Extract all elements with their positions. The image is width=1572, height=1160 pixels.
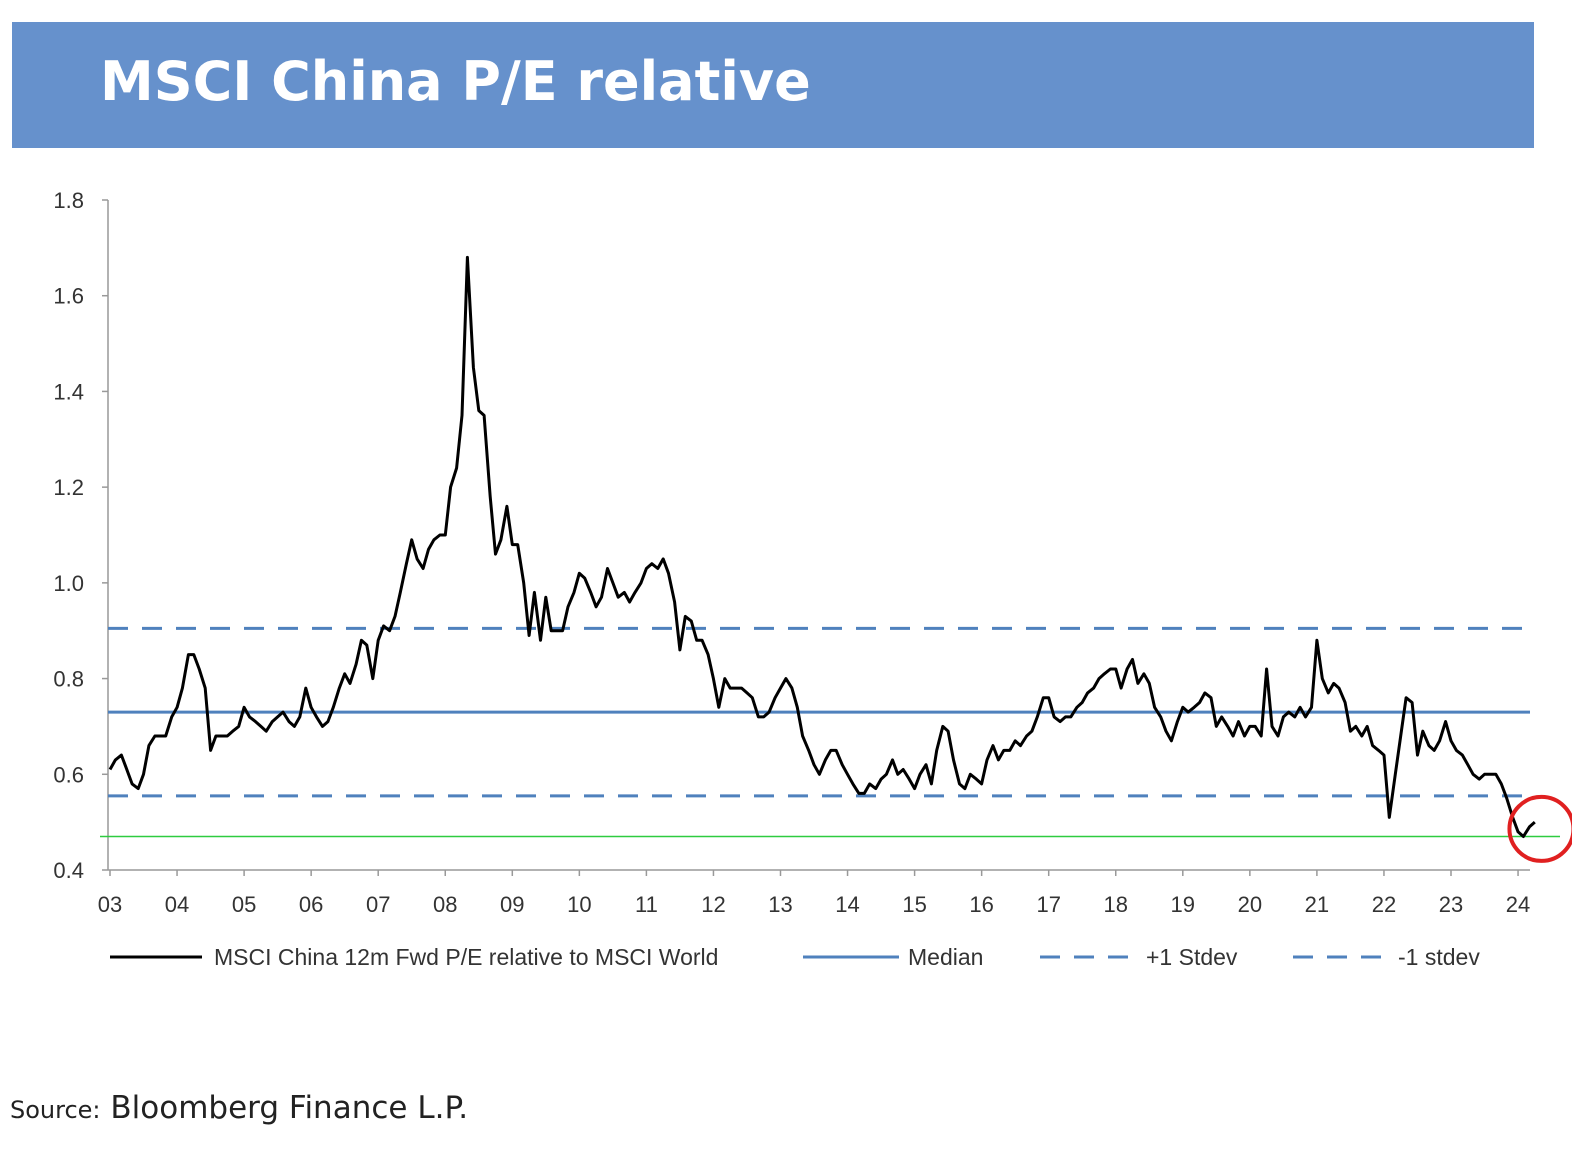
y-tick-label: 1.2 <box>53 475 84 500</box>
x-tick-label: 09 <box>500 892 524 917</box>
x-tick-label: 04 <box>165 892 189 917</box>
y-tick-label: 1.8 <box>53 188 84 213</box>
chart-title: MSCI China P/E relative <box>100 50 811 113</box>
x-tick-label: 12 <box>701 892 725 917</box>
x-tick-label: 18 <box>1104 892 1128 917</box>
x-tick-label: 10 <box>567 892 591 917</box>
pe-relative-line <box>108 255 1536 838</box>
source-text: Bloomberg Finance L.P. <box>110 1090 469 1126</box>
x-tick-label: 14 <box>835 892 859 917</box>
chart-legend: MSCI China 12m Fwd P/E relative to MSCI … <box>110 944 1480 970</box>
y-tick-label: 1.4 <box>53 379 84 404</box>
x-tick-label: 23 <box>1439 892 1463 917</box>
series-layer <box>108 255 1536 838</box>
y-tick-label: 0.6 <box>53 762 84 787</box>
y-tick-label: 0.8 <box>53 667 84 692</box>
x-tick-label: 11 <box>635 892 658 917</box>
chart-axes: 0.4 0.6 0.8 1.0 1.2 1.4 1.6 1.8 03 04 05 06 07 08 09 10… <box>53 188 1530 917</box>
x-tick-label: 07 <box>366 892 390 917</box>
title-banner: MSCI China P/E relative <box>12 22 1534 148</box>
x-tick-label: 19 <box>1171 892 1195 917</box>
x-tick-label: 21 <box>1305 892 1329 917</box>
reference-lines <box>100 626 1560 838</box>
annotations-layer <box>1507 794 1572 863</box>
line-chart: 0.4 0.6 0.8 1.0 1.2 1.4 1.6 1.8 03 04 05 06 07 08 09 10… <box>53 188 1572 970</box>
x-tick-label: 24 <box>1506 892 1530 917</box>
y-tick-label: 1.0 <box>53 571 84 596</box>
y-tick-label: 1.6 <box>53 284 84 309</box>
legend-label: Median <box>908 944 983 970</box>
x-tick-label: 22 <box>1372 892 1396 917</box>
x-tick-label: 05 <box>232 892 256 917</box>
x-tick-label: 20 <box>1238 892 1262 917</box>
source-note: Source: Bloomberg Finance L.P. <box>10 1090 468 1126</box>
x-tick-label: 17 <box>1036 892 1060 917</box>
x-tick-label: 13 <box>768 892 792 917</box>
x-tick-label: 03 <box>98 892 122 917</box>
legend-label: +1 Stdev <box>1146 944 1238 970</box>
x-tick-label: 06 <box>299 892 323 917</box>
legend-label: MSCI China 12m Fwd P/E relative to MSCI … <box>214 944 718 970</box>
y-tick-label: 0.4 <box>53 858 84 883</box>
source-label: Source: <box>10 1096 101 1124</box>
x-tick-label: 15 <box>902 892 926 917</box>
x-tick-label: 08 <box>433 892 457 917</box>
x-tick-label: 16 <box>969 892 993 917</box>
highlight-circle <box>1507 794 1572 863</box>
legend-label: -1 stdev <box>1398 944 1480 970</box>
